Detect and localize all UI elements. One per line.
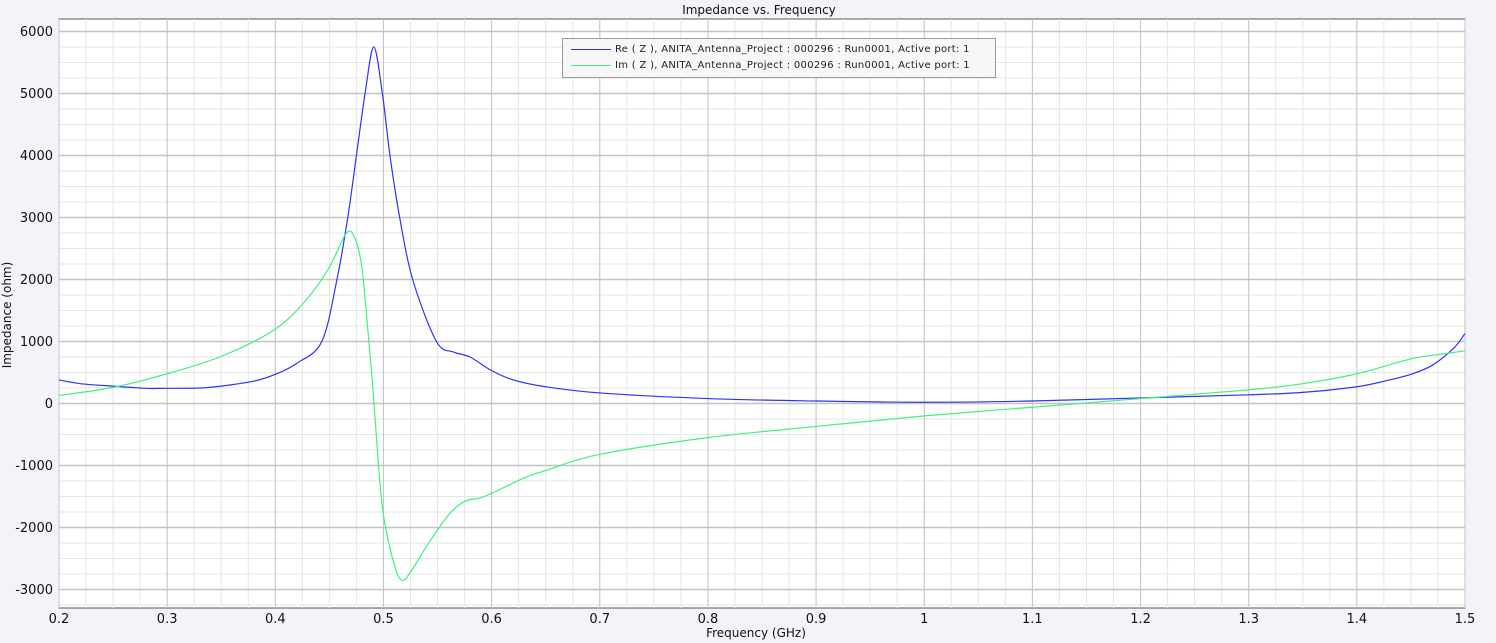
legend-swatch-im — [571, 64, 611, 66]
y-tick-label: 6000 — [20, 25, 53, 40]
x-axis-ticks: 0.2 0.3 0.4 0.5 0.6 0.7 0.8 0.9 1 1.1 1.2 1.3 1.4 1.5 — [49, 612, 1476, 627]
x-tick-label: 0.5 — [373, 612, 394, 627]
x-tick-label: 1.5 — [1455, 612, 1476, 627]
x-tick-label: 0.4 — [265, 612, 286, 627]
y-axis-label: Impedance (ohm) — [0, 262, 14, 369]
legend: Re ( Z ), ANITA_Antenna_Project : 000296… — [562, 38, 996, 78]
y-tick-label: 0 — [45, 397, 53, 412]
series-lines — [58, 46, 1466, 582]
x-tick-label: 1.2 — [1130, 612, 1151, 627]
x-tick-label: 1.3 — [1238, 612, 1259, 627]
legend-item-im: Im ( Z ), ANITA_Antenna_Project : 000296… — [563, 58, 995, 72]
y-tick-label: 4000 — [20, 149, 53, 164]
x-tick-label: 0.9 — [806, 612, 827, 627]
x-tick-label: 0.2 — [49, 612, 70, 627]
series-line-re-z — [58, 46, 1466, 403]
y-tick-label: 5000 — [20, 87, 53, 102]
y-tick-label: -2000 — [15, 521, 53, 536]
grid — [58, 19, 1466, 608]
x-tick-label: 0.8 — [698, 612, 719, 627]
y-tick-label: -1000 — [15, 459, 53, 474]
x-tick-label: 0.6 — [481, 612, 502, 627]
x-tick-label: 1.1 — [1022, 612, 1043, 627]
x-tick-label: 1 — [920, 612, 928, 627]
legend-label-im: Im ( Z ), ANITA_Antenna_Project : 000296… — [615, 59, 970, 71]
x-axis-label: Frequency (GHz) — [706, 626, 806, 640]
y-axis-ticks: -3000 -2000 -1000 0 1000 2000 3000 4000 5000 6000 — [15, 25, 53, 598]
x-tick-label: 1.4 — [1347, 612, 1368, 627]
x-tick-label: 0.3 — [157, 612, 178, 627]
series-line-im-z — [58, 230, 1466, 582]
y-tick-label: 3000 — [20, 211, 53, 226]
y-tick-label: -3000 — [15, 583, 53, 598]
legend-label-re: Re ( Z ), ANITA_Antenna_Project : 000296… — [615, 43, 970, 55]
legend-swatch-re — [571, 48, 611, 50]
x-tick-label: 0.7 — [589, 612, 610, 627]
chart-title: Impedance vs. Frequency — [682, 3, 836, 17]
y-tick-label: 1000 — [20, 335, 53, 350]
y-tick-label: 2000 — [20, 273, 53, 288]
legend-item-re: Re ( Z ), ANITA_Antenna_Project : 000296… — [563, 42, 995, 56]
